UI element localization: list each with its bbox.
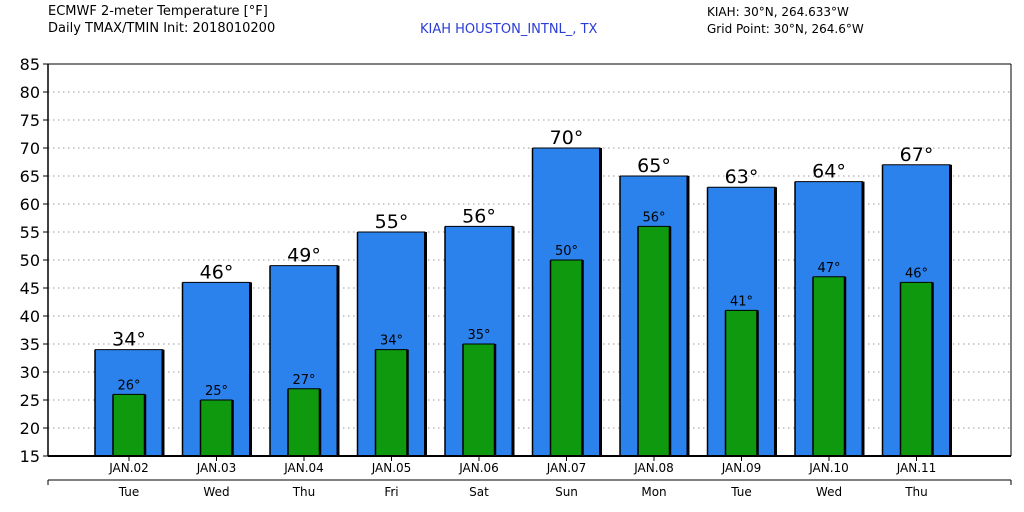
- tmax-label: 63°: [725, 166, 759, 188]
- x-day-label: Sat: [469, 485, 489, 499]
- x-axis: JAN.02 Tue JAN.03 Wed JAN.04 Thu JAN.05 Fri JAN.…: [47, 455, 1012, 499]
- tmin-label: 46°: [905, 266, 928, 281]
- tmin-label: 25°: [205, 384, 228, 399]
- x-day-label: Wed: [816, 485, 842, 499]
- x-day-label: Fri: [384, 485, 398, 499]
- value-labels: 34° 26° 46° 25° 49° 27° 55° 34° 56° 35° 70° 50° 65° 5…: [112, 127, 933, 399]
- x-date-label: JAN.10: [808, 461, 849, 475]
- tmin-bar: [200, 400, 233, 456]
- tmax-label: 46°: [200, 261, 234, 283]
- y-tick-label: 45: [20, 279, 40, 298]
- tmin-bar: [288, 388, 320, 456]
- station-coordinates: KIAH: 30°N, 264.633°W: [707, 5, 849, 19]
- chart-title-line2: Daily TMAX/TMIN Init: 2018010200: [48, 21, 276, 36]
- tmin-bar: [463, 344, 495, 456]
- tmin-label: 35°: [467, 328, 490, 343]
- tmax-label: 67°: [900, 144, 934, 166]
- y-tick-label: 65: [20, 167, 40, 186]
- y-tick-label: 70: [20, 139, 40, 158]
- x-date-label: JAN.05: [371, 461, 412, 475]
- tmin-bar: [113, 394, 145, 456]
- x-date-label: JAN.11: [896, 461, 937, 475]
- x-date-label: JAN.03: [196, 461, 237, 475]
- tmax-label: 55°: [375, 211, 409, 233]
- y-tick-label: 55: [20, 223, 40, 242]
- x-date-label: JAN.04: [283, 461, 324, 475]
- tmin-label: 26°: [117, 378, 140, 393]
- tmax-label: 65°: [637, 155, 671, 177]
- x-day-label: Mon: [641, 485, 666, 499]
- tmin-bar: [900, 282, 933, 456]
- y-tick-label: 20: [20, 419, 40, 438]
- chart-title-line1: ECMWF 2-meter Temperature [°F]: [48, 4, 268, 19]
- grid-point-coordinates: Grid Point: 30°N, 264.6°W: [707, 22, 864, 36]
- station-name: KIAH HOUSTON_INTNL_, TX: [420, 22, 598, 37]
- y-tick-label: 60: [20, 195, 40, 214]
- tmax-label: 49°: [287, 245, 321, 267]
- tmin-bar: [550, 260, 583, 456]
- tmax-label: 70°: [550, 127, 584, 149]
- tmin-bar: [638, 226, 670, 456]
- x-date-label: JAN.06: [458, 461, 499, 475]
- tmax-label: 56°: [462, 205, 496, 227]
- y-tick-label: 85: [20, 55, 40, 74]
- tmin-label: 47°: [817, 261, 840, 276]
- x-date-label: JAN.07: [546, 461, 587, 475]
- tmin-label: 50°: [555, 244, 578, 259]
- y-axis: 15 20 25 30 35 40 45 50 55 60 65 70 75 80 85: [20, 55, 1012, 466]
- tmin-bar: [725, 310, 758, 456]
- tmin-label: 34°: [380, 334, 403, 349]
- y-tick-label: 40: [20, 307, 40, 326]
- x-date-label: JAN.02: [108, 461, 149, 475]
- x-day-label: Sun: [555, 485, 578, 499]
- tmin-bar: [375, 349, 408, 456]
- y-tick-label: 75: [20, 111, 40, 130]
- x-date-label: JAN.08: [633, 461, 674, 475]
- x-day-label: Thu: [292, 485, 316, 499]
- y-tick-label: 30: [20, 363, 40, 382]
- tmin-label: 27°: [292, 373, 315, 388]
- y-tick-label: 25: [20, 391, 40, 410]
- y-tick-label: 15: [20, 447, 40, 466]
- tmin-bar: [813, 276, 845, 456]
- x-day-label: Thu: [904, 485, 928, 499]
- tmin-label: 41°: [730, 294, 753, 309]
- x-date-label: JAN.09: [721, 461, 762, 475]
- tmax-label: 34°: [112, 329, 146, 351]
- x-day-label: Tue: [118, 485, 140, 499]
- y-tick-label: 80: [20, 83, 40, 102]
- tmin-label: 56°: [642, 210, 665, 225]
- y-tick-label: 50: [20, 251, 40, 270]
- x-day-label: Wed: [203, 485, 229, 499]
- y-tick-label: 35: [20, 335, 40, 354]
- bars: [94, 147, 952, 457]
- x-day-label: Tue: [730, 485, 752, 499]
- tmax-label: 64°: [812, 161, 846, 183]
